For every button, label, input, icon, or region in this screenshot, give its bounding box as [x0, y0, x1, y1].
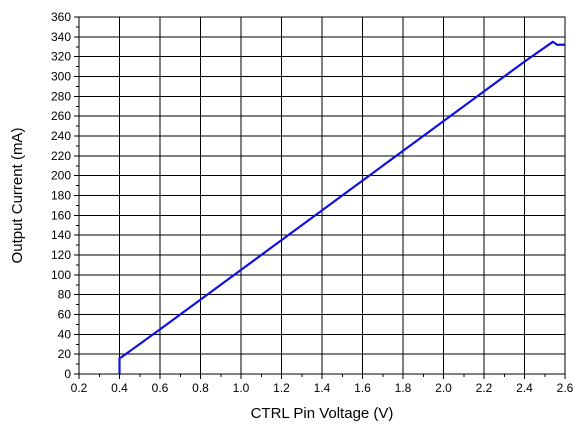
x-tick-label: 1.4 — [314, 381, 331, 395]
y-tick-label: 0 — [64, 367, 71, 381]
x-tick-label: 2.0 — [435, 381, 452, 395]
series-line — [118, 40, 565, 374]
x-tick-label: 1.0 — [233, 381, 250, 395]
x-tick-label: 0.4 — [111, 381, 128, 395]
y-tick-label: 300 — [51, 70, 71, 84]
y-tick-label: 340 — [51, 30, 71, 44]
y-tick-label: 60 — [58, 308, 72, 322]
x-tick-label: 0.8 — [192, 381, 209, 395]
y-tick-label: 160 — [51, 208, 71, 222]
y-tick-label: 20 — [58, 347, 72, 361]
plot-frame — [78, 16, 566, 375]
x-axis-label: CTRL Pin Voltage (V) — [251, 405, 394, 422]
y-tick-label: 140 — [51, 228, 71, 242]
x-tick-labels: 0.2 0.4 0.6 0.8 1.0 1.2 1.4 1.6 1.8 2.0 2.2 2.4 2.6 — [71, 381, 574, 395]
y-tick-label: 180 — [51, 189, 71, 203]
y-tick-label: 360 — [51, 10, 71, 24]
y-tick-label: 260 — [51, 109, 71, 123]
y-tick-label: 280 — [51, 89, 71, 103]
y-tick-label: 100 — [51, 268, 71, 282]
x-tick-label: 2.6 — [557, 381, 574, 395]
axis-ticks — [74, 16, 566, 379]
y-tick-label: 80 — [58, 288, 72, 302]
x-tick-label: 0.2 — [71, 381, 88, 395]
y-tick-label: 320 — [51, 50, 71, 64]
x-tick-label: 2.4 — [516, 381, 533, 395]
y-tick-label: 240 — [51, 129, 71, 143]
grid-lines — [79, 17, 565, 374]
y-tick-label: 220 — [51, 149, 71, 163]
y-tick-label: 200 — [51, 169, 71, 183]
x-tick-label: 1.6 — [354, 381, 371, 395]
y-tick-label: 120 — [51, 248, 71, 262]
x-tick-label: 1.8 — [395, 381, 412, 395]
x-tick-label: 0.6 — [152, 381, 169, 395]
x-tick-label: 2.2 — [476, 381, 493, 395]
x-tick-label: 1.2 — [273, 381, 290, 395]
y-tick-label: 40 — [58, 327, 72, 341]
y-axis-label: Output Current (mA) — [9, 128, 26, 264]
y-tick-labels: 0 20 40 60 80 100 120 140 160 180 200 220 240 260 280 3… — [51, 10, 71, 381]
